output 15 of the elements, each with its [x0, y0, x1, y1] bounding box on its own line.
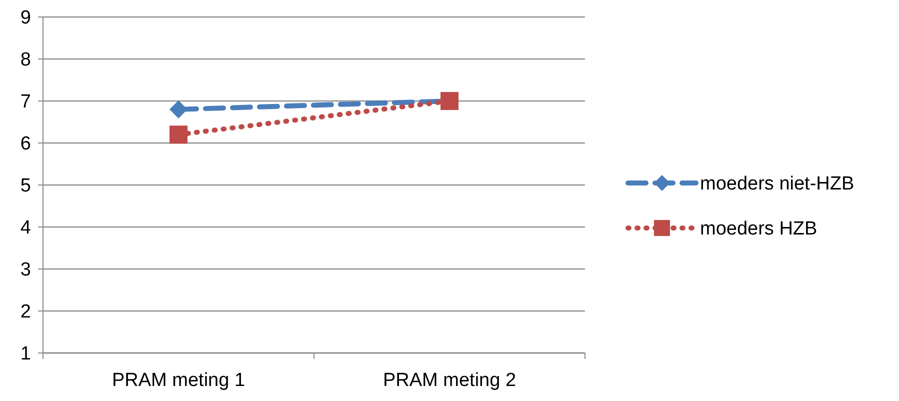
y-tick-label: 4	[20, 218, 32, 239]
legend-label: moeders HZB	[700, 218, 818, 240]
legend-label: moeders niet-HZB	[700, 174, 854, 195]
y-tick-label: 3	[20, 260, 31, 281]
y-tick-label: 5	[20, 176, 31, 197]
point	[170, 100, 188, 118]
y-tick-label: 6	[20, 134, 31, 155]
y-tick-label: 2	[20, 302, 31, 323]
y-tick-label: 7	[20, 92, 31, 113]
y-tick-label: 1	[20, 344, 31, 365]
y-tick-label: 8	[20, 50, 31, 71]
point	[170, 126, 188, 144]
x-tick-label: PRAM meting 1	[112, 370, 246, 391]
y-tick-label: 9	[20, 8, 31, 29]
x-tick-label: PRAM meting 2	[382, 370, 516, 391]
